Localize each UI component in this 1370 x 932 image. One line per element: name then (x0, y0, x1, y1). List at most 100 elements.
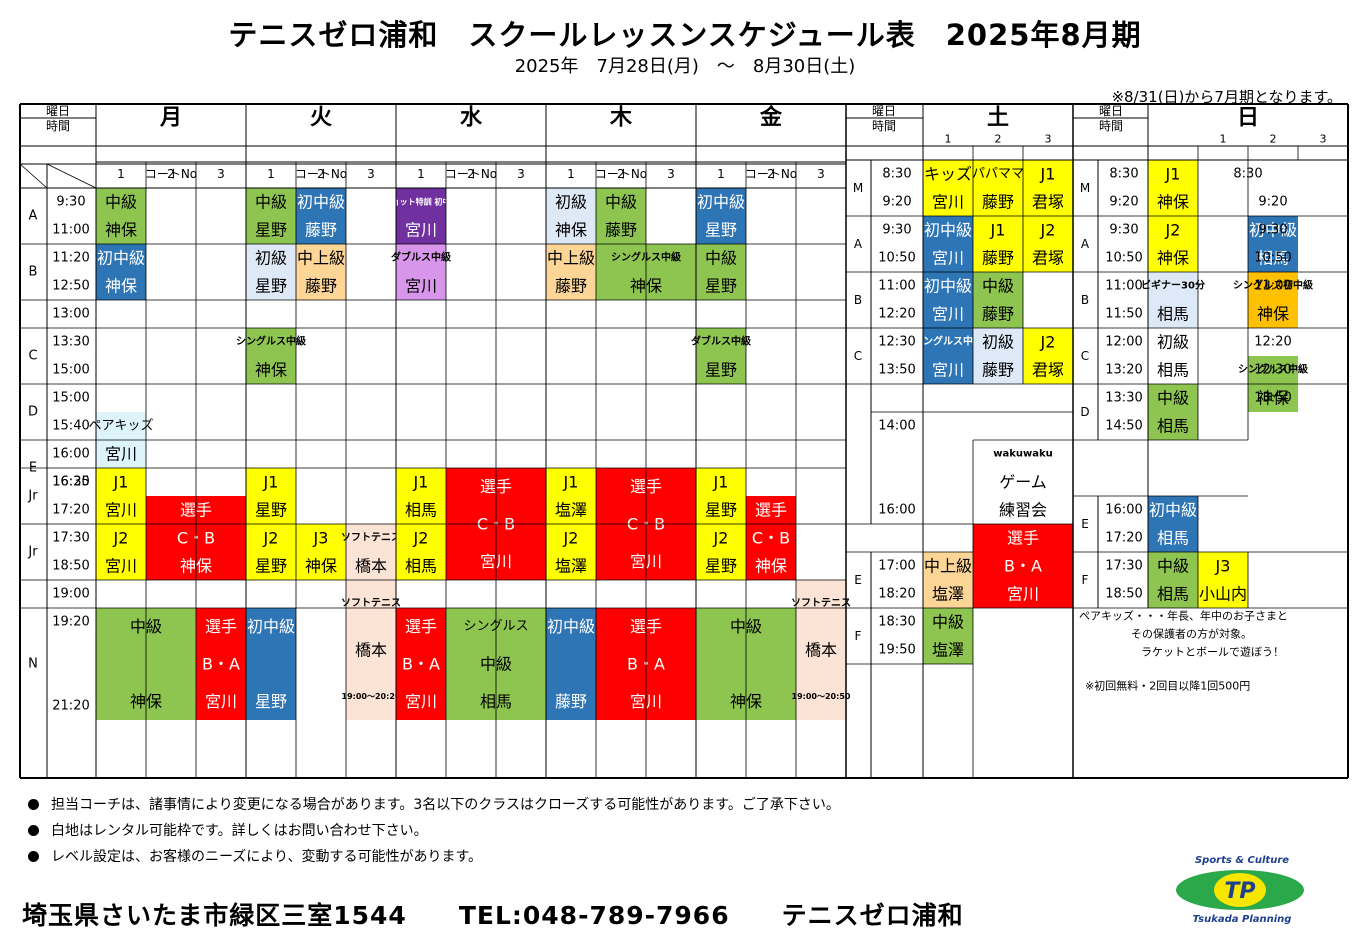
class-text: B・A (202, 655, 240, 674)
period-note: ※8/31(日)から7月期となります。 (1111, 88, 1342, 106)
class-cell (246, 608, 296, 720)
class-text: ショット特訓 初中級 (384, 197, 459, 207)
class-cell (546, 188, 596, 244)
class-text: 19:00～20:20 (342, 692, 401, 701)
class-text: 中上級 (547, 249, 595, 268)
class-text: 中級 (605, 193, 637, 212)
period-label: C (28, 349, 37, 364)
class-text: シングルス中級 (236, 335, 306, 348)
class-text: 橋本 (355, 557, 387, 576)
class-text: 藤野 (982, 193, 1014, 212)
class-cell (973, 524, 1073, 608)
class-text: 中級 (982, 277, 1014, 296)
class-text: 神保 (755, 557, 787, 576)
class-text: J1 (263, 473, 279, 492)
class-text: J1 (713, 473, 729, 492)
class-cell (1148, 496, 1198, 552)
class-cell (296, 244, 346, 300)
time-text: 13:50 (1254, 391, 1291, 406)
time-text: 15:40 (52, 419, 89, 434)
class-text: 中級 (105, 193, 137, 212)
class-text: 神保 (555, 221, 587, 240)
day-header: 金 (759, 105, 783, 131)
class-text: 選手 (1007, 529, 1039, 548)
time-text: 13:50 (878, 363, 915, 378)
court-no-label: コートNo (745, 167, 797, 181)
class-text: 星野 (705, 501, 737, 520)
class-cell (1148, 328, 1198, 384)
footnote-text: 白地はレンタル可能枠です。詳しくはお問い合わせ下さい。 (51, 823, 428, 839)
time-text: 13:00 (52, 307, 89, 322)
class-text: 神保 (1157, 193, 1189, 212)
day-header: 水 (460, 106, 483, 131)
period-label: Jr (27, 545, 38, 560)
class-text: キッズ (924, 165, 972, 184)
period-label: E (854, 573, 862, 587)
time-text: 13:30 (52, 335, 89, 350)
class-text: 相馬 (1257, 249, 1289, 268)
class-text: 藤野 (982, 249, 1014, 268)
period-label: A (1081, 237, 1090, 251)
class-text: 橋本 (805, 641, 837, 660)
time-text: 9:30 (882, 223, 911, 238)
time-text: 14:50 (1105, 419, 1142, 434)
class-text: 相馬 (1157, 417, 1189, 436)
time-text: 21:20 (52, 699, 89, 714)
header-jikan: 時間 (1099, 119, 1123, 133)
class-text: 宮川 (405, 277, 437, 296)
class-text: 選手 (755, 501, 787, 520)
time-text: 19:20 (52, 615, 89, 630)
class-text: 相馬 (1157, 361, 1189, 380)
court-no-label: コートNo (145, 167, 197, 181)
class-text: 初中級 (297, 193, 345, 212)
time-text: 12:30 (878, 335, 915, 350)
class-text: 君塚 (1032, 193, 1064, 212)
footnote-3: レベル設定は、お客様のニーズにより、変動する可能性があります。 (28, 846, 482, 866)
class-cell (696, 244, 746, 300)
class-text: ビギナー30分 (1141, 279, 1205, 292)
class-text: 藤野 (982, 361, 1014, 380)
time-text: 8:30 (882, 167, 911, 182)
company-logo: Sports & Culture TP Tsukada Planning (1176, 855, 1304, 925)
class-text: 星野 (705, 361, 737, 380)
class-cell (196, 608, 246, 720)
class-text: J1 (563, 473, 579, 492)
court-number: 3 (817, 167, 825, 181)
class-text: 藤野 (555, 277, 587, 296)
class-text: 藤野 (605, 221, 637, 240)
class-text: 塩澤 (932, 641, 964, 660)
class-text: 宮川 (932, 305, 964, 324)
class-cell (696, 188, 746, 244)
class-text: 星野 (705, 221, 737, 240)
class-cell (923, 608, 973, 664)
class-text: J2 (113, 529, 129, 548)
court-number: 2 (1270, 133, 1277, 146)
class-text: 宮川 (932, 193, 964, 212)
court-number: 2 (617, 167, 625, 181)
class-cell (1148, 272, 1198, 328)
time-text: 17:20 (1105, 531, 1142, 546)
class-cell (296, 524, 346, 580)
class-text: 宮川 (932, 361, 964, 380)
class-text: 神保 (1257, 305, 1289, 324)
class-text: J1 (1165, 165, 1181, 184)
class-text: ダブルス中級 (391, 251, 451, 264)
class-cell (973, 440, 1073, 524)
class-cell (796, 580, 846, 720)
class-cell (696, 328, 746, 384)
period-label: F (1082, 573, 1089, 587)
class-cell (246, 328, 296, 384)
logo-mark: TP (1224, 879, 1255, 904)
class-text: 中級 (1157, 557, 1189, 576)
court-number: 1 (417, 167, 425, 181)
day-header: 日 (1237, 106, 1259, 131)
class-text: 藤野 (982, 305, 1014, 324)
class-text: 宮川 (105, 501, 137, 520)
page-title: テニスゼロ浦和 スクールレッスンスケジュール表 2025年8月期 (228, 18, 1142, 52)
day-header: 木 (609, 106, 633, 131)
footnote-text: レベル設定は、お客様のニーズにより、変動する可能性があります。 (51, 849, 483, 865)
class-cell (923, 328, 973, 384)
class-text: B・A (1004, 557, 1042, 576)
time-text: 9:30 (1258, 223, 1287, 238)
class-text: 練習会 (999, 501, 1047, 520)
